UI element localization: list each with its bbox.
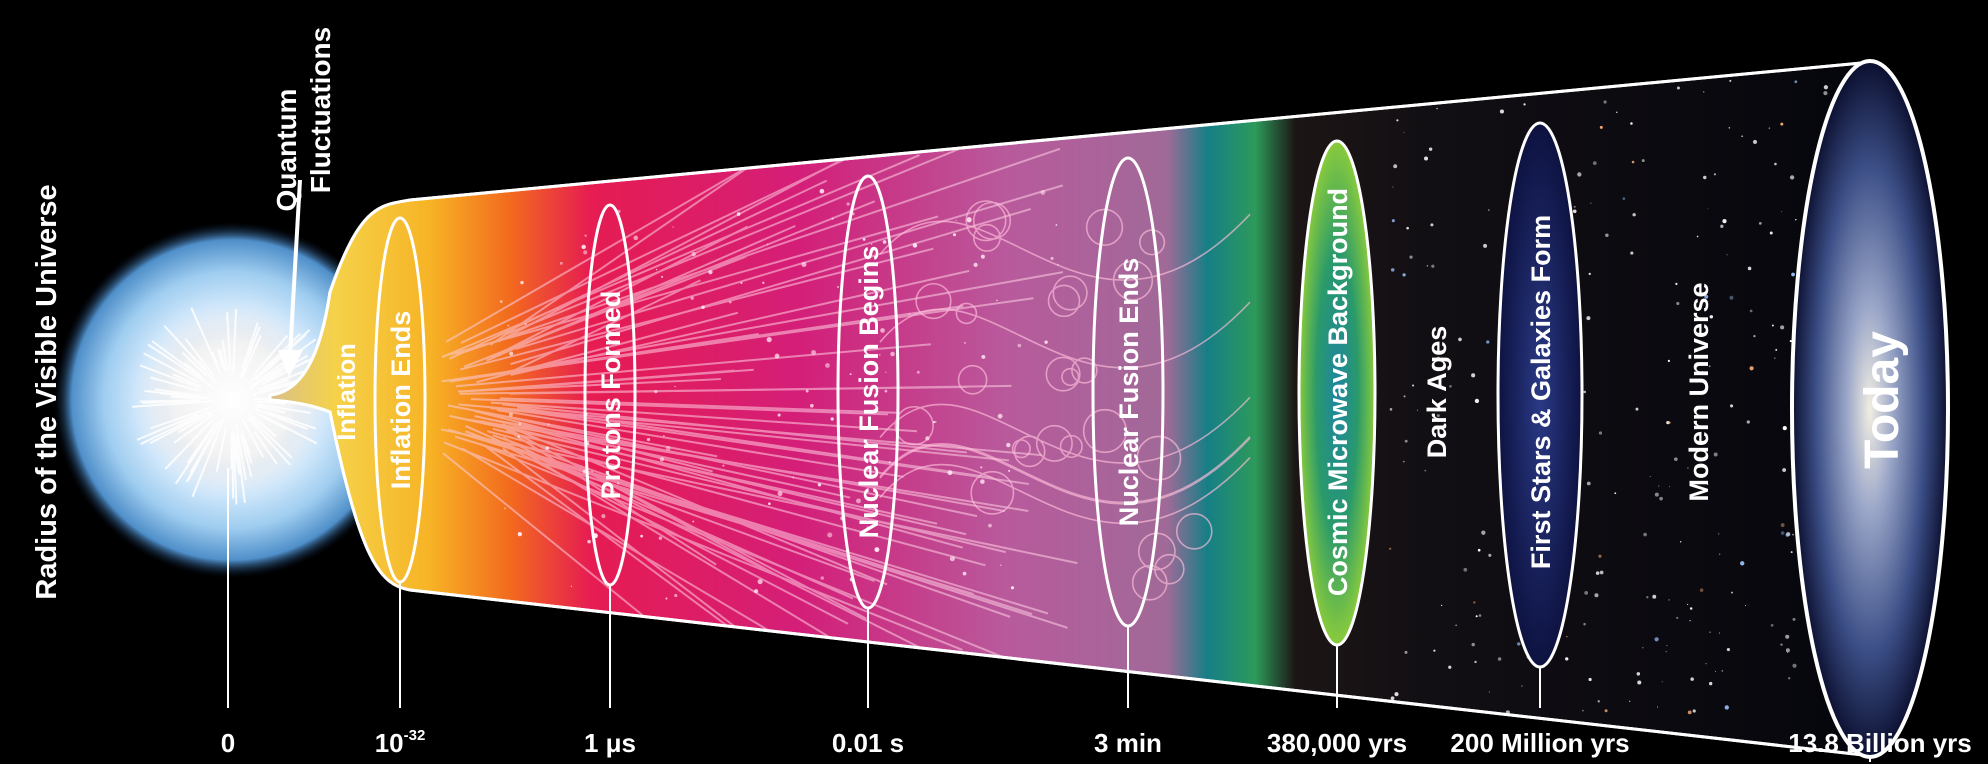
label-fusion-begins: Nuclear Fusion Begins: [854, 246, 884, 539]
axis-title: Radius of the Visible Universe: [31, 184, 63, 599]
label-protons-formed: Protons Formed: [596, 291, 626, 500]
expansion-cone: [268, 60, 1874, 758]
callout-line2: Fluctuations: [305, 27, 336, 193]
label-modern-universe: Modern Universe: [1684, 282, 1714, 501]
tick-cmb: 380,000 yrs: [1267, 728, 1407, 758]
tick-fusion-ends: 3 min: [1094, 728, 1162, 758]
label-today: Today: [1856, 331, 1909, 469]
tick-0: 0: [221, 728, 235, 758]
quantum-fluctuations-callout: Quantum Fluctuations: [271, 27, 336, 377]
tick-inflation-ends: 10-32: [375, 727, 426, 758]
label-inflation-ends: Inflation Ends: [386, 311, 416, 490]
timeline-ticks: [227, 468, 1871, 762]
tick-today: 13.8 Billion yrs: [1788, 728, 1972, 758]
callout-line1: Quantum: [271, 89, 302, 212]
label-first-stars: First Stars & Galaxies Form: [1526, 215, 1556, 569]
tick-fusion-begins: 0.01 s: [832, 728, 904, 758]
tick-protons: 1 μs: [584, 728, 636, 758]
label-fusion-ends: Nuclear Fusion Ends: [1114, 258, 1144, 527]
label-dark-ages: Dark Ages: [1422, 326, 1452, 459]
label-inflation: Inflation: [333, 343, 361, 440]
label-cmb: Cosmic Microwave Background: [1323, 188, 1353, 596]
tick-first-stars: 200 Million yrs: [1450, 728, 1629, 758]
